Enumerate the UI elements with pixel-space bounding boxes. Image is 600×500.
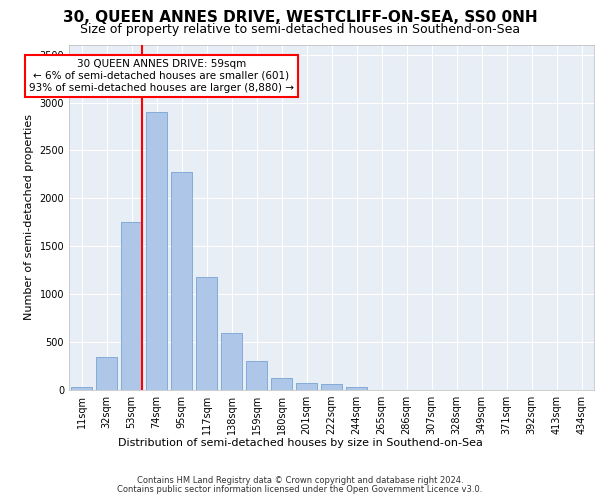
- Text: Size of property relative to semi-detached houses in Southend-on-Sea: Size of property relative to semi-detach…: [80, 22, 520, 36]
- Bar: [321, 384, 342, 390]
- Y-axis label: Number of semi-detached properties: Number of semi-detached properties: [24, 114, 34, 320]
- Bar: [146, 112, 167, 390]
- Text: Contains HM Land Registry data © Crown copyright and database right 2024.: Contains HM Land Registry data © Crown c…: [137, 476, 463, 485]
- Bar: [271, 378, 292, 390]
- Bar: [96, 358, 117, 390]
- Bar: [346, 386, 367, 390]
- Bar: [171, 172, 192, 390]
- Bar: [121, 222, 142, 390]
- Bar: [71, 387, 92, 390]
- Text: Distribution of semi-detached houses by size in Southend-on-Sea: Distribution of semi-detached houses by …: [118, 438, 482, 448]
- Bar: [221, 332, 242, 390]
- Text: Contains public sector information licensed under the Open Government Licence v3: Contains public sector information licen…: [118, 484, 482, 494]
- Bar: [246, 361, 267, 390]
- Bar: [296, 383, 317, 390]
- Text: 30 QUEEN ANNES DRIVE: 59sqm
← 6% of semi-detached houses are smaller (601)
93% o: 30 QUEEN ANNES DRIVE: 59sqm ← 6% of semi…: [29, 60, 294, 92]
- Bar: [196, 277, 217, 390]
- Text: 30, QUEEN ANNES DRIVE, WESTCLIFF-ON-SEA, SS0 0NH: 30, QUEEN ANNES DRIVE, WESTCLIFF-ON-SEA,…: [62, 10, 538, 25]
